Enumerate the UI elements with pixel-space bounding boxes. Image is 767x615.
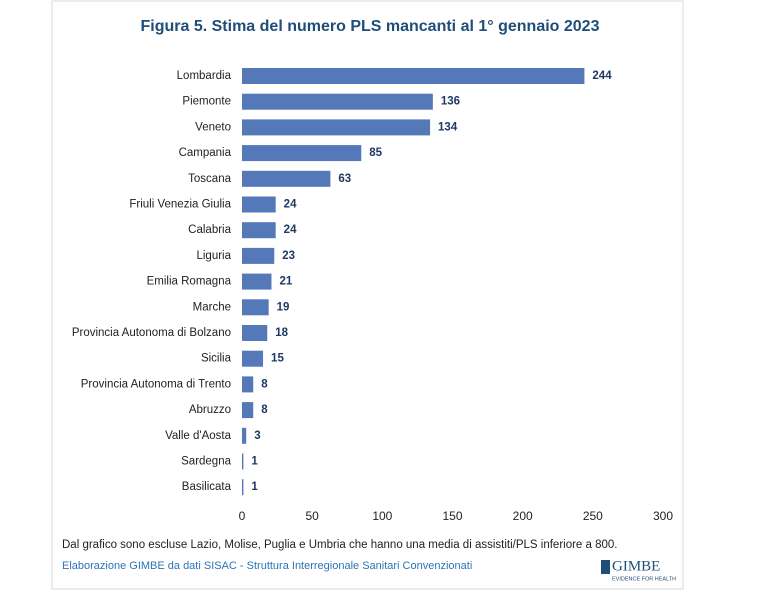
bar bbox=[242, 170, 331, 187]
bar bbox=[242, 376, 254, 393]
y-tick-label: Friuli Venezia Giulia bbox=[129, 199, 231, 211]
bar bbox=[242, 402, 254, 419]
chart-title: Figura 5. Stima del numero PLS mancanti … bbox=[141, 18, 600, 35]
value-label: 3 bbox=[254, 430, 260, 442]
value-label: 19 bbox=[277, 301, 290, 313]
y-tick-label: Emilia Romagna bbox=[147, 276, 232, 288]
value-label: 1 bbox=[251, 456, 258, 468]
value-label: 136 bbox=[441, 96, 460, 108]
y-tick-label: Provincia Autonoma di Bolzano bbox=[72, 327, 231, 339]
bar bbox=[242, 325, 268, 341]
value-label: 8 bbox=[261, 378, 268, 390]
y-tick-label: Toscana bbox=[188, 173, 231, 185]
y-tick-label: Calabria bbox=[188, 224, 231, 236]
y-tick-label: Valle d'Aosta bbox=[165, 430, 232, 442]
y-tick-label: Abruzzo bbox=[189, 404, 231, 416]
y-tick-label: Basilicata bbox=[182, 481, 232, 493]
x-tick-label: 150 bbox=[442, 509, 462, 523]
y-tick-label: Campania bbox=[179, 147, 232, 159]
bar bbox=[242, 68, 585, 84]
frame bbox=[51, 0, 684, 590]
bar bbox=[242, 299, 269, 316]
value-label: 244 bbox=[592, 70, 612, 82]
x-tick-label: 0 bbox=[239, 509, 246, 523]
note: Dal grafico sono escluse Lazio, Molise, … bbox=[62, 539, 618, 551]
bar bbox=[242, 119, 431, 136]
value-label: 21 bbox=[279, 276, 292, 288]
y-tick-label: Provincia Autonoma di Trento bbox=[81, 378, 231, 390]
value-label: 18 bbox=[275, 327, 288, 339]
y-tick-label: Liguria bbox=[196, 250, 231, 262]
value-label: 8 bbox=[261, 404, 268, 416]
y-tick-label: Lombardia bbox=[177, 70, 232, 82]
value-label: 24 bbox=[284, 224, 297, 236]
value-label: 15 bbox=[271, 353, 284, 365]
bar bbox=[242, 222, 276, 239]
bar bbox=[242, 350, 264, 367]
value-label: 1 bbox=[251, 481, 258, 493]
bar bbox=[242, 273, 272, 290]
value-label: 134 bbox=[438, 121, 458, 133]
logo-name: GIMBE bbox=[612, 558, 660, 574]
value-label: 24 bbox=[284, 199, 297, 211]
y-tick-label: Piemonte bbox=[182, 96, 231, 108]
bar bbox=[242, 93, 433, 110]
y-tick-label: Sardegna bbox=[181, 456, 231, 468]
y-tick-label: Sicilia bbox=[201, 353, 232, 365]
x-tick-label: 300 bbox=[653, 509, 673, 523]
bar bbox=[242, 453, 244, 470]
source: Elaborazione GIMBE da dati SISAC - Strut… bbox=[62, 560, 472, 572]
y-tick-label: Veneto bbox=[195, 121, 231, 133]
y-tick-label: Marche bbox=[193, 301, 231, 313]
x-tick-label: 100 bbox=[372, 509, 392, 523]
logo-icon bbox=[601, 560, 610, 574]
x-tick-label: 250 bbox=[583, 509, 603, 523]
bar bbox=[242, 196, 276, 213]
bar bbox=[242, 479, 244, 496]
bar bbox=[242, 427, 247, 444]
value-label: 63 bbox=[338, 173, 351, 185]
logo-tagline: EVIDENCE FOR HEALTH bbox=[612, 576, 676, 582]
bar bbox=[242, 247, 275, 264]
value-label: 85 bbox=[369, 147, 382, 159]
value-label: 23 bbox=[282, 250, 295, 262]
x-tick-label: 200 bbox=[513, 509, 533, 523]
bar bbox=[242, 145, 362, 162]
x-tick-label: 50 bbox=[305, 509, 319, 523]
